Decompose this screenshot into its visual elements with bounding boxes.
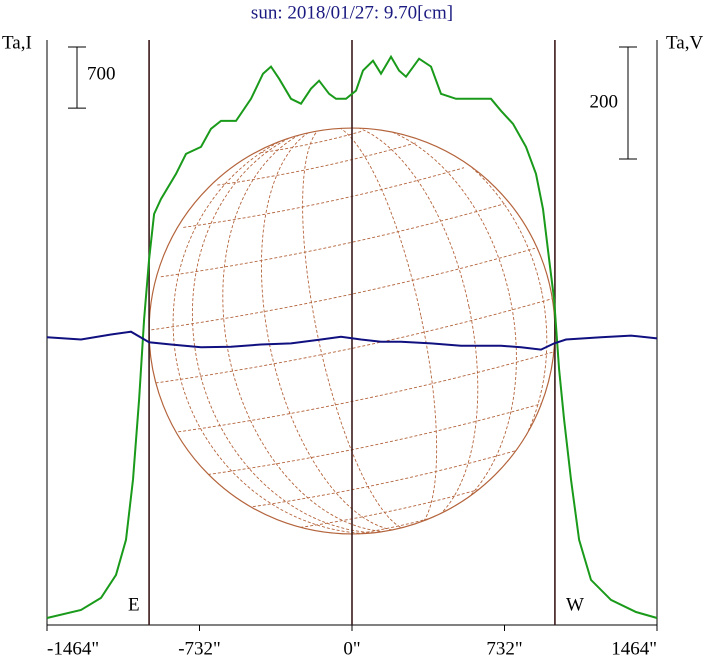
parallel	[242, 448, 524, 509]
y2-axis-label: Ta,V	[666, 32, 703, 53]
meridian	[172, 120, 567, 535]
parallel	[217, 142, 416, 186]
annotation: W	[566, 594, 584, 615]
x-tick-label: 732"	[486, 638, 522, 659]
y-axis-label: Ta,I	[2, 32, 32, 53]
x-tick-label: 0"	[343, 638, 360, 659]
meridian	[260, 123, 479, 532]
meridian	[222, 122, 517, 533]
parallel	[290, 486, 489, 530]
scale-bar-label: 700	[87, 63, 116, 84]
chart-title: sun: 2018/01/27: 9.70[cm]	[251, 2, 453, 23]
series-line	[46, 54, 658, 619]
series-line	[46, 330, 658, 351]
meridian	[302, 124, 438, 531]
x-tick-label: -732"	[178, 638, 221, 659]
parallel	[155, 298, 553, 384]
x-tick-label: 1464"	[611, 638, 657, 659]
scale-bar-label: 200	[590, 91, 619, 112]
parallel	[160, 203, 505, 278]
annotation: E	[128, 594, 140, 615]
parallel	[183, 167, 465, 228]
parallel	[173, 350, 557, 434]
meridian	[191, 121, 548, 534]
parallel	[202, 401, 547, 476]
parallel	[260, 130, 364, 154]
parallel	[151, 247, 535, 331]
x-tick-label: -1464"	[47, 638, 99, 659]
